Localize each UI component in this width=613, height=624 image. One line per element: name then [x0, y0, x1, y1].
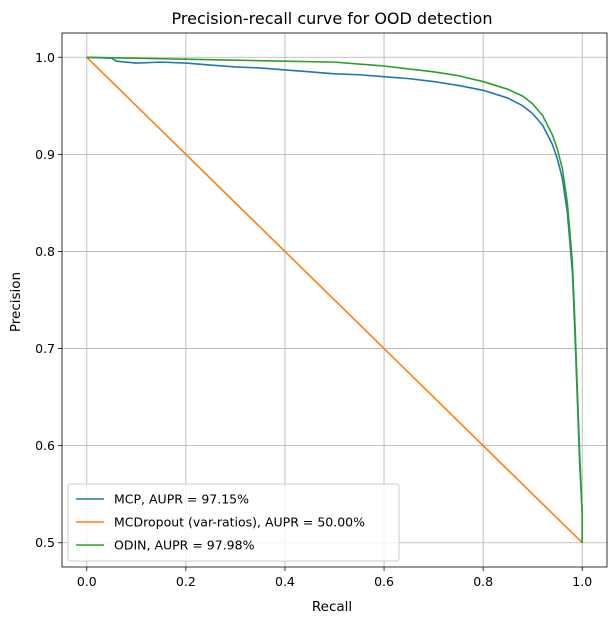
ticks: 0.0 0.2 0.4 0.6 0.8 1.0 0.5 0.6 0.7 0.8 0.9 1.0: [35, 50, 592, 589]
x-tick-label: 0.4: [275, 574, 295, 589]
chart-title: Precision-recall curve for OOD detection: [172, 9, 493, 28]
x-tick-label: 0.0: [77, 574, 97, 589]
x-tick-label: 0.6: [374, 574, 394, 589]
series-line-1: [86, 56, 584, 543]
y-axis-title: Precision: [8, 272, 24, 332]
x-tick-label: 0.2: [176, 574, 196, 589]
legend-label: MCDropout (var-ratios), AUPR = 50.00%: [114, 515, 365, 530]
series-layer: [86, 56, 584, 544]
series-line-2: [86, 56, 583, 544]
legend-box: [67, 483, 400, 562]
y-tick-label: 0.9: [35, 147, 55, 162]
y-tick-label: 0.6: [35, 438, 55, 453]
y-tick-label: 1.0: [35, 50, 55, 65]
y-tick-label: 0.8: [35, 244, 55, 259]
plot-frame: [61, 32, 608, 568]
y-tick-label: 0.5: [35, 535, 55, 550]
x-tick-label: 1.0: [572, 574, 592, 589]
legend-label: MCP, AUPR = 97.15%: [114, 492, 249, 507]
legend: MCP, AUPR = 97.15% MCDropout (var-ratios)…: [67, 483, 400, 562]
grid: [62, 33, 607, 567]
legend-label: ODIN, AUPR = 97.98%: [114, 538, 255, 553]
series-line-3: [86, 56, 584, 543]
x-tick-label: 0.8: [473, 574, 493, 589]
x-axis-title: Recall: [312, 599, 352, 615]
y-tick-label: 0.7: [35, 341, 55, 356]
